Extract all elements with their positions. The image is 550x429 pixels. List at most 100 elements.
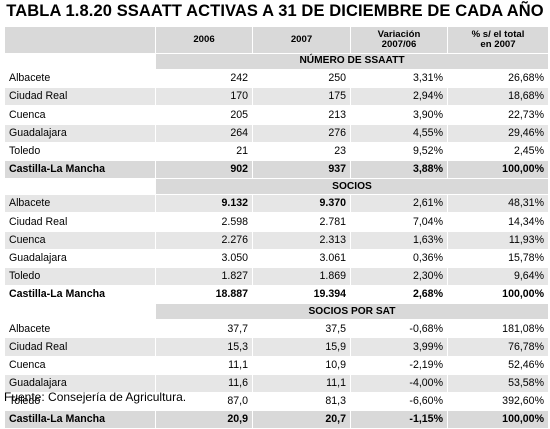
value-variation: 2,61% xyxy=(350,194,448,214)
value-variation: 9,52% xyxy=(350,141,448,161)
value-2007: 2.313 xyxy=(252,230,351,250)
value-2006: 2.276 xyxy=(155,230,253,250)
section-heading-row: SOCIOS POR SAT xyxy=(4,303,549,321)
value-2006: 87,0 xyxy=(155,391,253,412)
province-name: Cuenca xyxy=(4,230,156,250)
total-row: Castilla-La Mancha 902 937 3,88% 100,00% xyxy=(4,159,549,180)
total-value-2006: 20,9 xyxy=(155,410,253,429)
table-row: Cuenca 205 213 3,90% 22,73% xyxy=(4,105,549,125)
total-value-2006: 18.887 xyxy=(155,285,253,305)
total-value-variation: -1,15% xyxy=(350,410,448,429)
province-name: Guadalajara xyxy=(4,373,156,394)
province-name: Toledo xyxy=(4,266,156,287)
section-empty-cell xyxy=(4,303,156,321)
province-name: Cuenca xyxy=(4,105,156,125)
province-name: Ciudad Real xyxy=(4,87,156,107)
value-2006: 2.598 xyxy=(155,212,253,232)
province-name: Cuenca xyxy=(4,355,156,375)
section-empty-cell xyxy=(4,178,156,196)
province-name: Albacete xyxy=(4,68,156,89)
column-header-variation: Variación 2007/06 xyxy=(350,26,448,54)
table-row: Guadalajara 3.050 3.061 0,36% 15,78% xyxy=(4,248,549,268)
province-name: Albacete xyxy=(4,319,156,339)
value-2006: 37,7 xyxy=(155,319,253,339)
total-value-2007: 937 xyxy=(252,159,351,180)
table-row: Toledo 87,0 81,3 -6,60% 392,60% xyxy=(4,391,549,412)
table-row: Cuenca 11,1 10,9 -2,19% 52,46% xyxy=(4,355,549,375)
value-variation: -4,00% xyxy=(350,373,448,394)
value-variation: 1,63% xyxy=(350,230,448,250)
value-2006: 242 xyxy=(155,68,253,89)
value-2007: 213 xyxy=(252,105,351,125)
value-2006: 9.132 xyxy=(155,194,253,214)
value-2006: 21 xyxy=(155,141,253,161)
value-2007: 11,1 xyxy=(252,373,351,394)
table-row: Toledo 21 23 9,52% 2,45% xyxy=(4,141,549,161)
total-value-share: 100,00% xyxy=(447,285,549,305)
share-header-line1: % s/ el total xyxy=(471,28,525,40)
value-share: 14,34% xyxy=(447,212,549,232)
value-2007: 37,5 xyxy=(252,319,351,339)
value-2006: 264 xyxy=(155,123,253,143)
data-table: 2006 2007 Variación 2007/06 % s/ el total… xyxy=(4,26,549,429)
value-2007: 81,3 xyxy=(252,391,351,412)
value-variation: 3,31% xyxy=(350,68,448,89)
total-value-2007: 19.394 xyxy=(252,285,351,305)
value-share: 22,73% xyxy=(447,105,549,125)
value-2006: 15,3 xyxy=(155,337,253,357)
value-share: 181,08% xyxy=(447,319,549,339)
value-variation: -2,19% xyxy=(350,355,448,375)
table-row: Albacete 9.132 9.370 2,61% 48,31% xyxy=(4,194,549,214)
value-2007: 276 xyxy=(252,123,351,143)
table-row: Ciudad Real 15,3 15,9 3,99% 76,78% xyxy=(4,337,549,357)
column-header-2007: 2007 xyxy=(252,26,351,54)
value-2007: 1.869 xyxy=(252,266,351,287)
table-row: Ciudad Real 2.598 2.781 7,04% 14,34% xyxy=(4,212,549,232)
total-value-variation: 2,68% xyxy=(350,285,448,305)
province-name: Guadalajara xyxy=(4,123,156,143)
column-header-2006: 2006 xyxy=(155,26,253,54)
value-share: 48,31% xyxy=(447,194,549,214)
section-heading-row: SOCIOS xyxy=(4,178,549,196)
value-share: 11,93% xyxy=(447,230,549,250)
total-value-share: 100,00% xyxy=(447,410,549,429)
province-name: Guadalajara xyxy=(4,248,156,268)
value-variation: 0,36% xyxy=(350,248,448,268)
value-share: 76,78% xyxy=(447,337,549,357)
total-name: Castilla-La Mancha xyxy=(4,285,156,305)
share-header-line2: en 2007 xyxy=(480,39,516,50)
section-heading: SOCIOS xyxy=(155,178,549,196)
table-row: Albacete 242 250 3,31% 26,68% xyxy=(4,68,549,89)
value-variation: 3,99% xyxy=(350,337,448,357)
value-variation: 4,55% xyxy=(350,123,448,143)
value-2007: 175 xyxy=(252,87,351,107)
total-row: Castilla-La Mancha 20,9 20,7 -1,15% 100,… xyxy=(4,410,549,429)
value-share: 18,68% xyxy=(447,87,549,107)
value-share: 52,46% xyxy=(447,355,549,375)
total-value-variation: 3,88% xyxy=(350,159,448,180)
total-name: Castilla-La Mancha xyxy=(4,159,156,180)
value-variation: -6,60% xyxy=(350,391,448,412)
province-name: Ciudad Real xyxy=(4,337,156,357)
value-2007: 23 xyxy=(252,141,351,161)
value-2006: 11,1 xyxy=(155,355,253,375)
table-row: Guadalajara 11,6 11,1 -4,00% 53,58% xyxy=(4,373,549,394)
value-2007: 3.061 xyxy=(252,248,351,268)
value-share: 53,58% xyxy=(447,373,549,394)
source-note: Fuente: Consejería de Agricultura. xyxy=(4,390,187,404)
table-row: Albacete 37,7 37,5 -0,68% 181,08% xyxy=(4,319,549,339)
value-variation: 7,04% xyxy=(350,212,448,232)
table-row: Guadalajara 264 276 4,55% 29,46% xyxy=(4,123,549,143)
value-variation: 2,94% xyxy=(350,87,448,107)
value-variation: 3,90% xyxy=(350,105,448,125)
value-share: 29,46% xyxy=(447,123,549,143)
section-heading: NÚMERO DE SSAATT xyxy=(155,53,549,70)
value-variation: 2,30% xyxy=(350,266,448,287)
column-header-share: % s/ el total en 2007 xyxy=(447,26,549,54)
value-2007: 10,9 xyxy=(252,355,351,375)
table-title: TABLA 1.8.20 SSAATT ACTIVAS A 31 DE DICI… xyxy=(6,2,544,20)
table-row: Toledo 1.827 1.869 2,30% 9,64% xyxy=(4,266,549,287)
value-variation: -0,68% xyxy=(350,319,448,339)
value-2006: 205 xyxy=(155,105,253,125)
section-empty-cell xyxy=(4,53,156,70)
